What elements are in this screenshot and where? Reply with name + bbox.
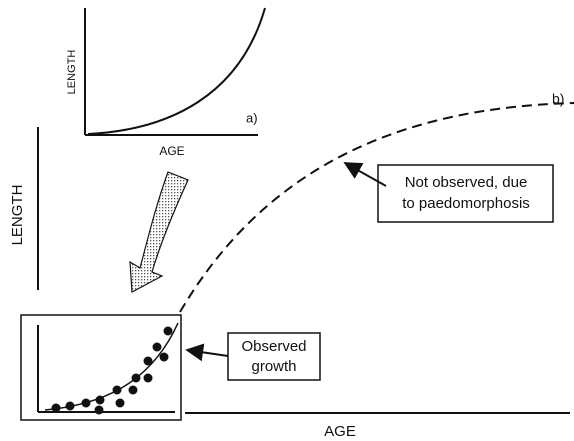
annotation-unobserved: Not observed, due to paedomorphosis	[343, 162, 554, 223]
annotation-text: growth	[251, 358, 296, 375]
inset	[20, 314, 182, 421]
annotation-box	[227, 332, 321, 381]
tag: a)	[246, 110, 258, 125]
x-label: AGE	[159, 144, 184, 158]
transition-arrow	[129, 171, 189, 293]
annotation-text: Not observed, due	[405, 174, 528, 191]
x-label: AGE	[324, 423, 356, 440]
tag: b)	[552, 91, 564, 107]
curve	[87, 7, 266, 135]
annotation-box	[377, 164, 554, 223]
annotation-observed: Observed growth	[185, 332, 321, 381]
main-chart: LENGTH AGE b)	[9, 91, 574, 440]
y-label: LENGTH	[66, 50, 78, 95]
inset-points	[51, 326, 173, 415]
inset-curve	[44, 322, 179, 411]
y-label: LENGTH	[9, 185, 26, 246]
small-chart: LENGTH AGE a)	[66, 7, 266, 158]
annotation-text: to paedomorphosis	[402, 195, 530, 212]
dashed-curve	[179, 102, 574, 313]
annotation-arrow	[343, 162, 387, 187]
annotation-arrow	[185, 343, 229, 362]
annotation-text: Observed	[241, 338, 306, 355]
